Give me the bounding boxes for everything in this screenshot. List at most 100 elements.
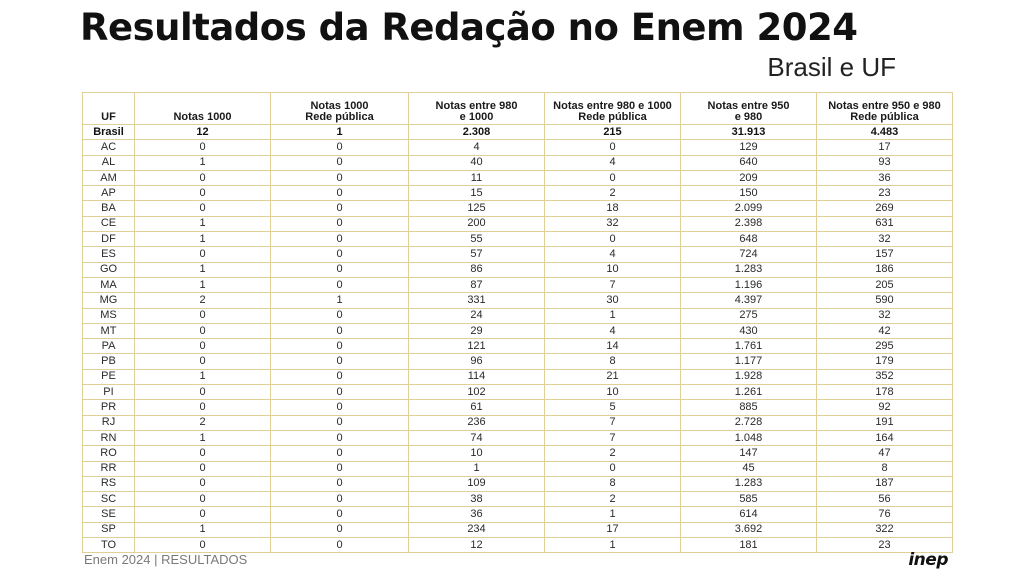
value-cell: 1.761 [680, 338, 817, 355]
value-cell: 8 [544, 475, 681, 493]
table-row: CE 1 0 200 32 2.398 631 [82, 215, 953, 233]
value-cell: 236 [408, 414, 545, 431]
value-cell: 0 [544, 139, 681, 156]
table-row: PE 1 0 114 21 1.928 352 [82, 368, 953, 386]
uf-cell: RJ [82, 414, 135, 431]
uf-cell: SC [82, 491, 135, 508]
uf-cell: MS [82, 307, 135, 324]
value-cell: 1 [134, 154, 271, 171]
value-cell: 0 [134, 246, 271, 263]
value-cell: 96 [408, 353, 545, 370]
value-cell: 0 [270, 169, 409, 187]
value-cell: 2.308 [408, 123, 545, 141]
value-cell: 0 [270, 215, 409, 233]
table-row: PI 0 0 102 10 1.261 178 [82, 384, 953, 401]
value-cell: 178 [816, 384, 953, 401]
uf-cell: GO [82, 261, 135, 278]
value-cell: 0 [134, 169, 271, 187]
value-cell: 1 [544, 537, 681, 554]
value-cell: 2 [544, 491, 681, 508]
value-cell: 18 [544, 200, 681, 217]
table-row: PR 0 0 61 5 885 92 [82, 399, 953, 416]
value-cell: 1 [134, 276, 271, 294]
value-cell: 76 [816, 506, 953, 523]
value-cell: 1.048 [680, 429, 817, 447]
value-cell: 0 [134, 399, 271, 416]
uf-cell: Brasil [82, 123, 135, 141]
uf-cell: RN [82, 429, 135, 447]
table-row: MT 0 0 29 4 430 42 [82, 322, 953, 340]
value-cell: 2 [134, 292, 271, 309]
uf-cell: SP [82, 521, 135, 539]
value-cell: 0 [270, 276, 409, 294]
table-row: PB 0 0 96 8 1.177 179 [82, 353, 953, 370]
column-header-line: Notas 1000 [173, 111, 232, 123]
column-header: Notas 1000 [134, 92, 271, 125]
table-row: MS 0 0 24 1 275 32 [82, 307, 953, 324]
uf-cell: SE [82, 506, 135, 523]
value-cell: 0 [270, 261, 409, 278]
column-header-line: Rede pública [578, 111, 647, 123]
uf-cell: DF [82, 231, 135, 248]
value-cell: 2.099 [680, 200, 817, 217]
value-cell: 209 [680, 169, 817, 187]
value-cell: 86 [408, 261, 545, 278]
value-cell: 7 [544, 414, 681, 431]
value-cell: 4 [408, 139, 545, 156]
value-cell: 4 [544, 154, 681, 171]
value-cell: 32 [816, 231, 953, 248]
value-cell: 0 [134, 506, 271, 523]
value-cell: 0 [544, 460, 681, 477]
value-cell: 430 [680, 322, 817, 340]
value-cell: 0 [270, 307, 409, 324]
uf-cell: TO [82, 537, 135, 554]
column-header-line: Rede pública [305, 111, 374, 123]
value-cell: 1 [134, 261, 271, 278]
value-cell: 1 [134, 368, 271, 386]
value-cell: 1 [134, 215, 271, 233]
value-cell: 17 [816, 139, 953, 156]
value-cell: 1 [134, 429, 271, 447]
table-row: BA 0 0 125 18 2.099 269 [82, 200, 953, 217]
column-header: Notas 1000 Rede pública [270, 92, 409, 125]
value-cell: 15 [408, 185, 545, 202]
uf-cell: ES [82, 246, 135, 263]
value-cell: 648 [680, 231, 817, 248]
value-cell: 17 [544, 521, 681, 539]
value-cell: 0 [134, 460, 271, 477]
value-cell: 0 [270, 322, 409, 340]
table-row: RR 0 0 1 0 45 8 [82, 460, 953, 477]
value-cell: 215 [544, 123, 681, 141]
column-header: Notas entre 950 e 980 Rede pública [816, 92, 953, 125]
value-cell: 0 [270, 154, 409, 171]
value-cell: 352 [816, 368, 953, 386]
value-cell: 109 [408, 475, 545, 493]
value-cell: 42 [816, 322, 953, 340]
value-cell: 0 [270, 368, 409, 386]
value-cell: 0 [270, 491, 409, 508]
value-cell: 55 [408, 231, 545, 248]
value-cell: 11 [408, 169, 545, 187]
value-cell: 121 [408, 338, 545, 355]
table-row: RS 0 0 109 8 1.283 187 [82, 475, 953, 493]
value-cell: 10 [408, 445, 545, 462]
value-cell: 1.196 [680, 276, 817, 294]
column-header-line: Notas entre 950 e 980 [828, 100, 941, 112]
value-cell: 0 [134, 537, 271, 554]
value-cell: 24 [408, 307, 545, 324]
value-cell: 1 [134, 521, 271, 539]
value-cell: 0 [270, 521, 409, 539]
column-header-line: Notas entre 980 e 1000 [553, 100, 672, 112]
value-cell: 23 [816, 537, 953, 554]
value-cell: 8 [816, 460, 953, 477]
value-cell: 187 [816, 475, 953, 493]
value-cell: 614 [680, 506, 817, 523]
value-cell: 4.483 [816, 123, 953, 141]
footer-caption: Enem 2024 | RESULTADOS [84, 552, 248, 567]
value-cell: 2 [544, 445, 681, 462]
value-cell: 585 [680, 491, 817, 508]
value-cell: 331 [408, 292, 545, 309]
value-cell: 275 [680, 307, 817, 324]
value-cell: 0 [270, 231, 409, 248]
table-row: SE 0 0 36 1 614 76 [82, 506, 953, 523]
